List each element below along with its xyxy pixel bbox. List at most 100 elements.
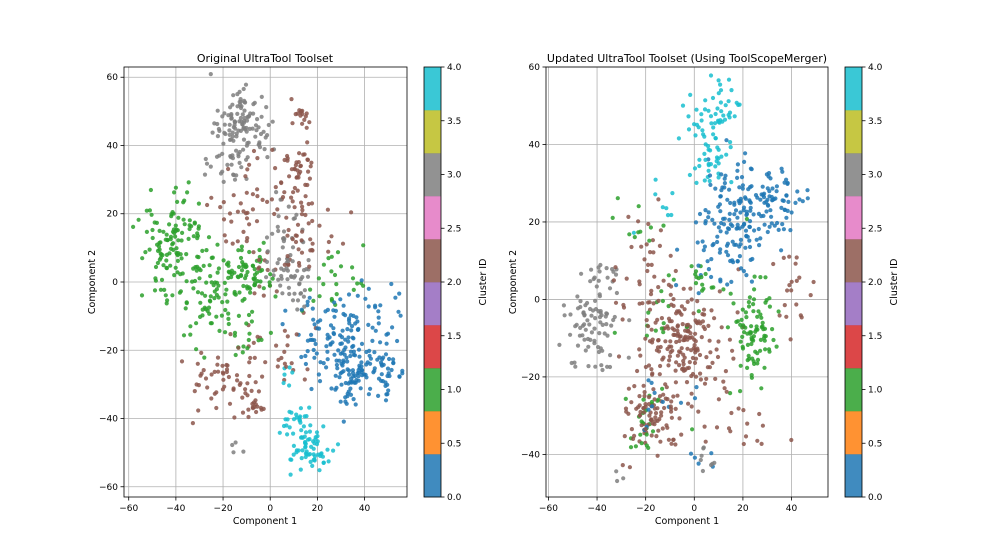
scatter-point-cluster-1 [268,272,273,277]
scatter-point-cluster-2 [669,319,674,324]
scatter-point-cluster-2 [646,402,652,407]
scatter-point-cluster-2 [669,415,675,420]
scatter-point-cluster-0 [784,215,789,220]
scatter-point-cluster-2 [303,182,308,187]
colorbar-tick-label: 3.0 [868,171,883,181]
scatter-point-cluster-3 [271,268,276,273]
colorbar-tick-label: 1.0 [868,386,883,396]
scatter-point-cluster-0 [311,347,316,353]
scatter-point-cluster-3 [230,134,235,139]
scatter-point-cluster-2 [716,339,721,344]
y-tick-label: 40 [107,141,119,151]
colorbar-tick-label: 1.5 [868,332,882,342]
scatter-point-cluster-2 [293,112,298,117]
scatter-point-cluster-1 [169,212,174,217]
scatter-point-cluster-0 [738,196,743,201]
scatter-point-cluster-1 [612,330,617,335]
scatter-point-cluster-2 [272,211,277,217]
scatter-point-cluster-2 [275,207,280,212]
scatter-point-cluster-3 [279,276,284,281]
scatter-point-cluster-2 [273,185,278,190]
scatter-point-cluster-0 [755,195,760,200]
scatter-point-cluster-1 [660,298,666,304]
scatter-point-cluster-0 [347,372,352,377]
scatter-point-cluster-1 [172,273,177,278]
scatter-point-cluster-1 [179,238,184,243]
x-tick-label: 0 [691,504,697,514]
scatter-point-cluster-4 [708,162,714,167]
scatter-point-cluster-2 [221,200,226,205]
scatter-point-cluster-2 [657,372,662,377]
scatter-point-cluster-0 [397,291,402,296]
scatter-point-cluster-1 [350,265,355,270]
scatter-point-cluster-1 [747,295,753,300]
scatter-point-cluster-1 [749,330,754,335]
scatter-point-cluster-4 [696,125,701,130]
scatter-point-cluster-2 [308,237,313,242]
scatter-point-cluster-3 [232,120,238,125]
scatter-point-cluster-2 [245,236,250,241]
scatter-point-cluster-2 [299,212,305,217]
scatter-point-cluster-2 [286,227,291,233]
scatter-point-cluster-0 [761,192,766,197]
scatter-point-cluster-3 [588,279,593,284]
scatter-point-cluster-3 [244,157,249,162]
scatter-point-cluster-2 [668,253,673,258]
scatter-point-cluster-1 [168,263,173,268]
x-tick-label: 20 [312,504,324,514]
scatter-point-cluster-1 [653,328,658,333]
scatter-point-cluster-2 [293,233,298,238]
scatter-point-cluster-1 [746,304,752,309]
scatter-point-cluster-0 [396,309,401,314]
scatter-point-cluster-0 [797,197,802,202]
scatter-point-cluster-2 [698,371,703,376]
scatter-point-cluster-0 [692,396,698,401]
scatter-point-cluster-3 [605,364,610,369]
scatter-point-cluster-2 [250,192,255,197]
scatter-point-cluster-2 [243,174,248,179]
scatter-point-cluster-0 [308,337,313,342]
scatter-point-cluster-2 [674,311,679,316]
scatter-point-cluster-1 [745,342,751,347]
scatter-point-cluster-2 [244,190,249,195]
scatter-point-cluster-1 [253,281,258,286]
scatter-point-cluster-3 [236,128,241,133]
chart-title: Updated UltraTool Toolset (Using ToolSco… [547,52,827,65]
scatter-point-cluster-4 [299,456,304,461]
scatter-point-cluster-3 [592,326,597,331]
scatter-point-cluster-0 [701,248,706,253]
scatter-point-cluster-2 [668,292,673,297]
scatter-point-cluster-4 [726,112,731,118]
scatter-point-cluster-2 [653,411,659,416]
scatter-point-cluster-3 [290,259,295,264]
scatter-point-cluster-3 [237,99,242,104]
scatter-point-cluster-2 [669,441,674,446]
scatter-point-cluster-3 [596,349,602,355]
scatter-point-cluster-1 [191,286,196,291]
scatter-point-cluster-1 [745,358,750,363]
scatter-point-cluster-2 [293,239,299,245]
scatter-point-cluster-2 [265,267,270,273]
scatter-point-cluster-2 [247,373,252,379]
scatter-point-cluster-2 [722,386,727,391]
scatter-point-cluster-2 [656,285,661,290]
scatter-point-cluster-0 [758,197,763,202]
scatter-point-cluster-3 [594,284,599,289]
scatter-point-cluster-4 [692,122,697,127]
scatter-point-cluster-0 [370,325,375,330]
scatter-point-cluster-0 [723,173,728,178]
scatter-point-cluster-2 [699,335,704,340]
scatter-point-cluster-0 [366,392,371,397]
scatter-point-cluster-2 [290,121,295,126]
scatter-point-cluster-1 [268,330,273,335]
scatter-point-cluster-3 [298,291,304,296]
scatter-point-cluster-2 [664,423,669,428]
scatter-point-cluster-2 [255,156,260,161]
scatter-point-cluster-1 [728,391,733,396]
scatter-point-cluster-1 [167,222,172,227]
scatter-point-cluster-1 [191,234,196,239]
scatter-point-cluster-3 [259,94,264,99]
scatter-point-cluster-3 [700,468,706,474]
scatter-point-cluster-0 [400,371,405,376]
scatter-point-cluster-3 [266,122,271,128]
